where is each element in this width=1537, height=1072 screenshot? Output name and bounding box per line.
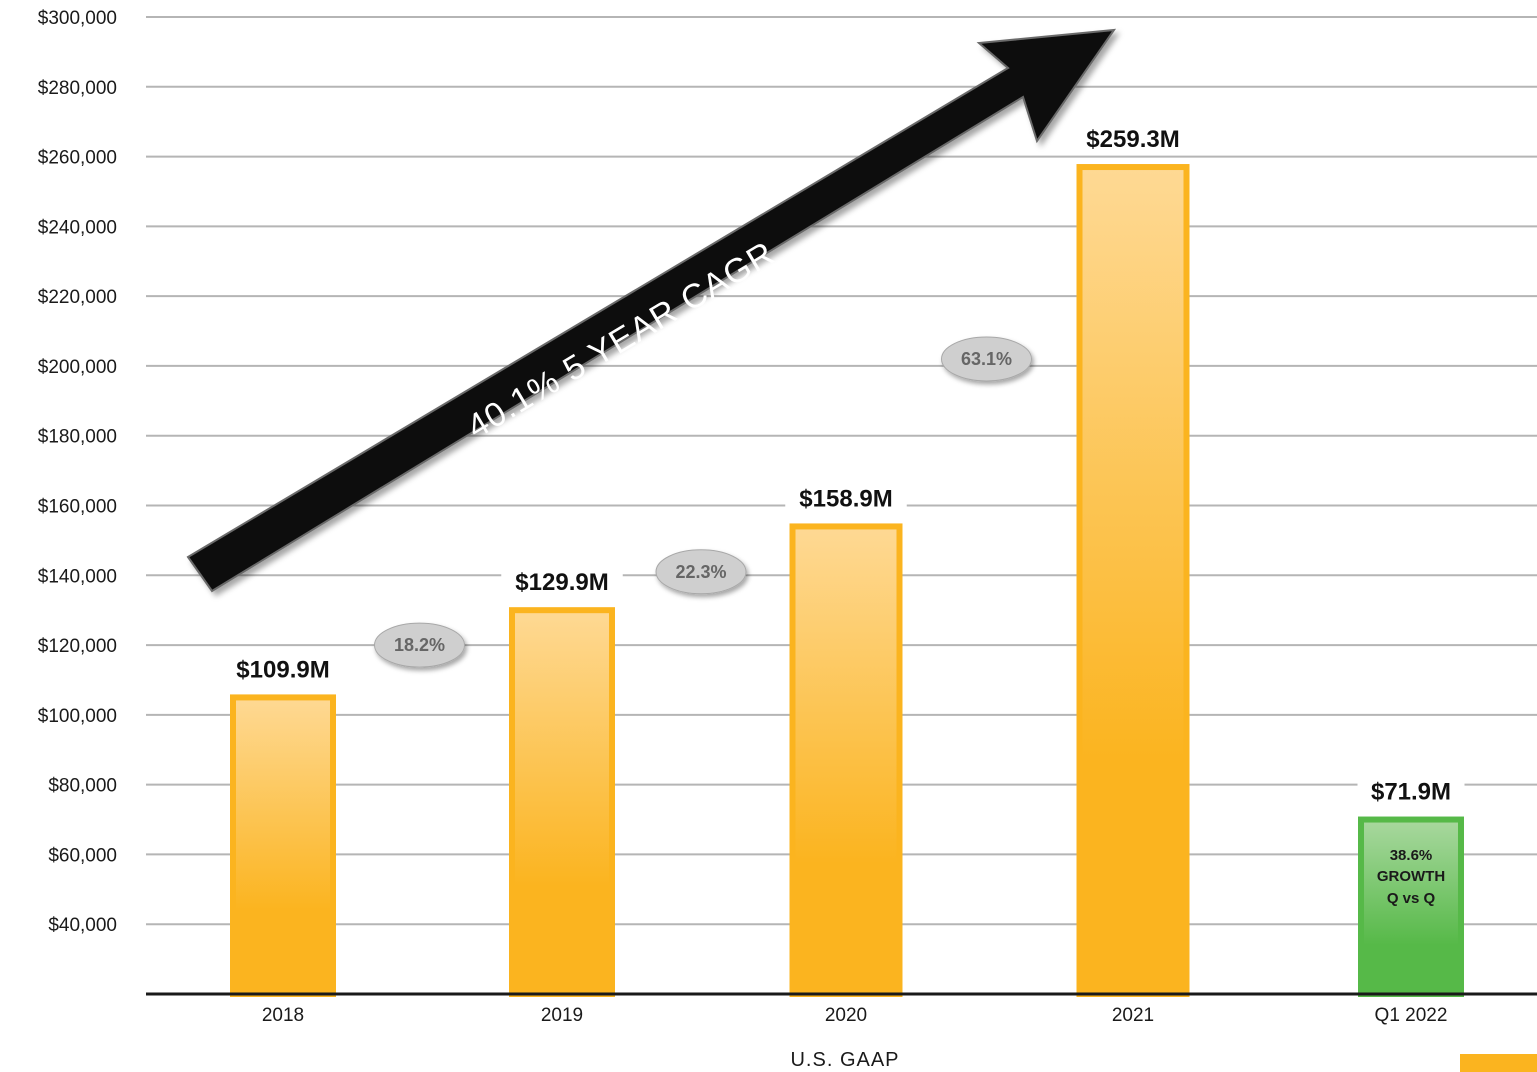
y-tick-label: $160,000 [38, 497, 117, 518]
growth-badge-label: 18.2% [394, 635, 445, 655]
y-tick-label: $220,000 [38, 287, 117, 308]
growth-badge [941, 336, 1032, 382]
value-label-backing [222, 655, 344, 686]
x-tick-label: 2021 [1112, 1005, 1154, 1026]
growth-badge [374, 622, 465, 668]
y-tick-label: $40,000 [48, 915, 117, 936]
y-tick-label: $140,000 [38, 566, 117, 587]
y-tick-label: $240,000 [38, 217, 117, 238]
cagr-label: 40.1% 5 YEAR CAGR [461, 234, 782, 446]
legend-swatch [1460, 1054, 1537, 1072]
value-label: $71.9M [1371, 779, 1451, 806]
bar-2018 [230, 694, 336, 997]
cagr-arrow [186, 28, 1117, 593]
value-label-backing [785, 484, 907, 515]
value-label-backing [501, 568, 623, 599]
growth-badge-label: 63.1% [961, 349, 1012, 369]
y-tick-label: $60,000 [48, 845, 117, 866]
growth-badges: 18.2% 22.3% 63.1% [374, 336, 1032, 668]
y-tick-label: $80,000 [48, 776, 117, 797]
y-tick-label: $300,000 [38, 8, 117, 29]
q1-note-line-2: GROWTH [1377, 868, 1445, 885]
bars [230, 164, 1464, 998]
growth-badge [655, 549, 747, 595]
y-tick-label: $180,000 [38, 427, 117, 448]
y-tick-label: $120,000 [38, 636, 117, 657]
value-label: $109.9M [236, 656, 329, 683]
y-tick-label: $260,000 [38, 148, 117, 169]
y-tick-label: $200,000 [38, 357, 117, 378]
bar-2020 [789, 523, 903, 998]
bar-2021 [1076, 164, 1190, 997]
value-label-backing [1357, 777, 1465, 808]
y-axis-tick-labels: $40,000 $60,000 $80,000 $100,000 $120,000 $14… [38, 8, 117, 936]
q1-note-line-1: 38.6% [1390, 847, 1433, 864]
x-tick-label: Q1 2022 [1375, 1005, 1448, 1026]
value-labels: $109.9M $129.9M $158.9M $259.3M $71.9M [222, 125, 1465, 808]
x-tick-label: 2018 [262, 1005, 304, 1026]
value-label: $158.9M [799, 485, 892, 512]
q1-note-line-3: Q vs Q [1387, 890, 1436, 907]
y-tick-label: $280,000 [38, 78, 117, 99]
y-tick-label: $100,000 [38, 706, 117, 727]
cagr-arrow-shape [186, 28, 1117, 593]
growth-badge-label: 22.3% [675, 562, 726, 582]
x-tick-label: 2020 [825, 1005, 867, 1026]
x-axis-tick-labels: 2018 2019 2020 2021 Q1 2022 [262, 1005, 1448, 1026]
x-tick-label: 2019 [541, 1005, 583, 1026]
value-label: $129.9M [515, 569, 608, 596]
value-label: $259.3M [1086, 126, 1179, 153]
x-axis-label: U.S. GAAP [790, 1049, 899, 1071]
bar-2019 [509, 607, 615, 998]
q1-growth-note: 38.6% GROWTH Q vs Q [1377, 847, 1445, 907]
value-label-backing [1072, 125, 1194, 156]
